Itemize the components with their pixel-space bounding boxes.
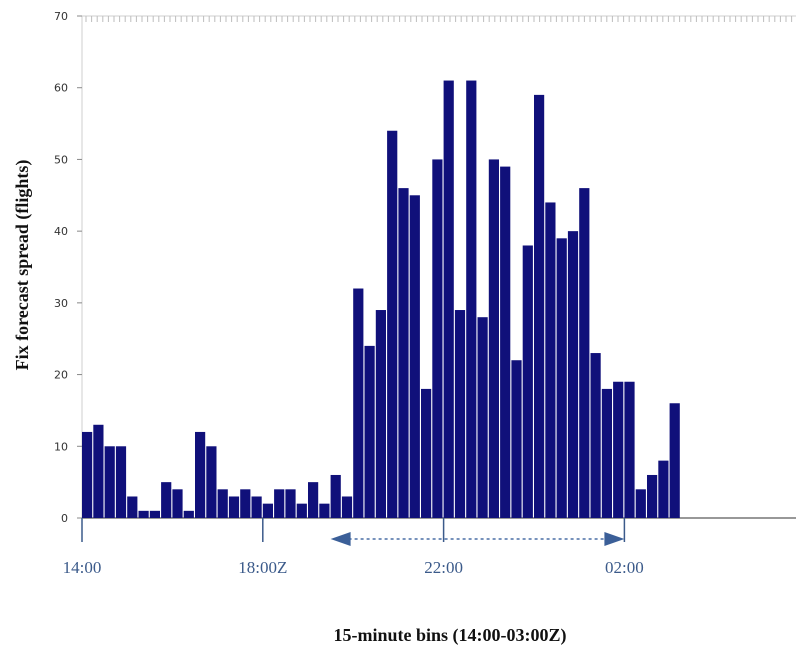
bar xyxy=(579,188,590,518)
bar xyxy=(183,510,194,518)
y-tick-label: 30 xyxy=(54,297,68,310)
bar xyxy=(115,446,127,518)
y-tick-label: 10 xyxy=(54,440,68,453)
y-tick-label: 50 xyxy=(54,153,68,166)
bar xyxy=(330,474,341,518)
x-tick-label: 18:00Z xyxy=(238,558,287,577)
y-axis: 0 10 20 30 40 50 60 70 xyxy=(54,10,796,525)
bar xyxy=(590,353,601,518)
bar xyxy=(511,360,522,518)
bar xyxy=(217,489,228,518)
bar xyxy=(624,381,635,518)
bar xyxy=(387,130,398,518)
bar xyxy=(421,388,432,518)
y-tick-label: 70 xyxy=(54,10,68,23)
bar xyxy=(364,345,375,518)
arrow-head-right xyxy=(604,532,625,546)
bar xyxy=(319,503,330,518)
bar xyxy=(522,245,533,518)
bar xyxy=(206,446,217,518)
bar xyxy=(409,195,420,519)
bar xyxy=(488,159,499,518)
bar xyxy=(500,166,511,518)
bar xyxy=(454,310,466,518)
bar xyxy=(601,388,612,518)
bar xyxy=(341,496,353,518)
x-tick-label: 22:00 xyxy=(424,558,463,577)
bar xyxy=(228,496,240,518)
bar xyxy=(443,80,454,519)
bar xyxy=(82,431,93,518)
bar xyxy=(240,489,251,518)
bar xyxy=(398,188,409,518)
y-tick-label: 60 xyxy=(54,82,68,95)
bar xyxy=(149,510,160,518)
bar xyxy=(669,403,680,518)
bar xyxy=(466,80,477,519)
bar xyxy=(647,474,658,518)
y-tick-label: 0 xyxy=(61,512,68,525)
bar xyxy=(613,381,624,518)
bar xyxy=(93,424,104,518)
bar xyxy=(432,159,443,518)
bar xyxy=(545,202,556,518)
bar xyxy=(296,503,307,518)
y-tick-label: 40 xyxy=(54,225,68,238)
bar xyxy=(127,496,138,518)
bar xyxy=(534,94,545,518)
bar xyxy=(477,317,488,518)
x-axis: 14:00 18:00Z 22:00 02:00 xyxy=(63,517,796,577)
bar xyxy=(375,310,386,518)
x-tick-label: 02:00 xyxy=(605,558,644,577)
bar xyxy=(635,489,646,518)
bar xyxy=(353,288,364,518)
bar xyxy=(567,231,579,518)
x-axis-title: 15-minute bins (14:00-03:00Z) xyxy=(334,625,567,646)
bar xyxy=(138,510,149,518)
bar xyxy=(658,460,669,518)
bar xyxy=(161,482,172,518)
arrow-head-left xyxy=(330,532,351,546)
bar xyxy=(308,482,319,518)
bars xyxy=(82,80,680,519)
y-tick-label: 20 xyxy=(54,369,68,382)
y-axis-title: Fix forecast spread (flights) xyxy=(12,160,33,371)
bar xyxy=(274,489,285,518)
x-tick-label: 14:00 xyxy=(63,558,102,577)
bar xyxy=(556,238,567,519)
bar xyxy=(104,446,115,518)
annotation xyxy=(330,532,625,546)
bar xyxy=(262,503,273,518)
bar xyxy=(251,496,262,518)
bar xyxy=(172,489,183,518)
bar xyxy=(195,431,206,518)
bar xyxy=(285,489,296,518)
